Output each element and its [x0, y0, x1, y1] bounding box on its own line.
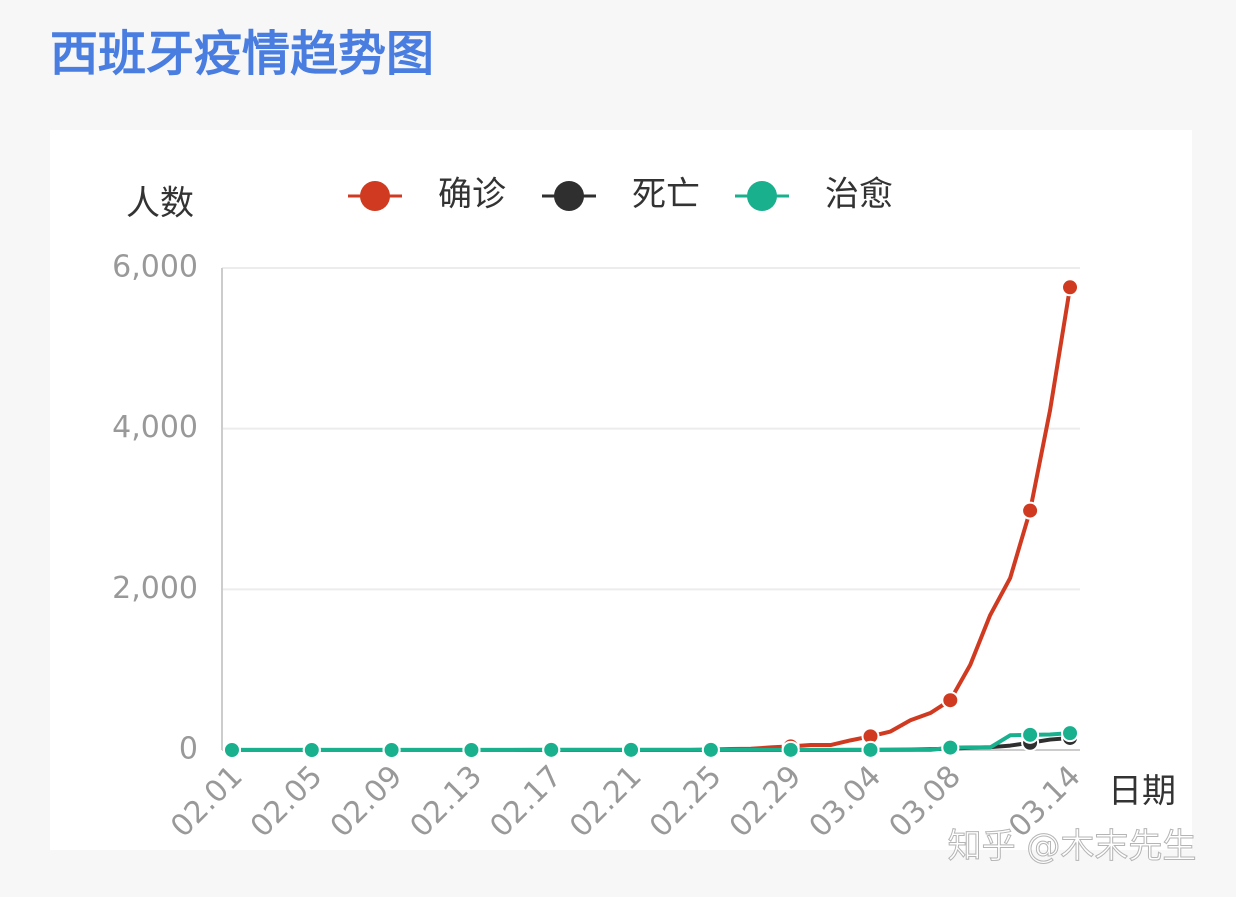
- y-tick-label: 6,000: [112, 250, 198, 285]
- watermark: 知乎 @木末先生: [948, 827, 1197, 867]
- y-tick-label: 4,000: [112, 410, 198, 445]
- series-line: [231, 731, 1071, 752]
- panel: [50, 130, 1192, 850]
- data-point: [1021, 501, 1040, 520]
- y-axis-label: 人数: [126, 184, 194, 224]
- data-point: [462, 741, 481, 759]
- data-point: [701, 740, 720, 759]
- data-point: [781, 740, 800, 759]
- legend-marker: [360, 181, 390, 211]
- x-axis-label: 日期: [1108, 772, 1176, 812]
- data-point: [302, 741, 321, 759]
- data-point: [941, 691, 960, 710]
- legend-label: 治愈: [825, 175, 893, 215]
- data-point: [1021, 725, 1040, 744]
- data-point: [622, 740, 641, 759]
- data-point: [222, 741, 241, 759]
- legend-marker: [747, 181, 777, 211]
- y-tick-label: 0: [179, 732, 198, 767]
- legend-label: 死亡: [632, 175, 700, 215]
- data-point: [1061, 278, 1080, 297]
- legend-label: 确诊: [438, 175, 506, 215]
- data-point: [861, 740, 880, 759]
- data-point: [1061, 724, 1080, 743]
- data-point: [542, 740, 561, 759]
- data-point: [382, 741, 401, 759]
- y-tick-label: 2,000: [112, 571, 198, 606]
- data-point: [941, 738, 960, 757]
- legend-marker: [554, 181, 584, 211]
- chart-title: 西班牙疫情趋势图: [50, 26, 434, 82]
